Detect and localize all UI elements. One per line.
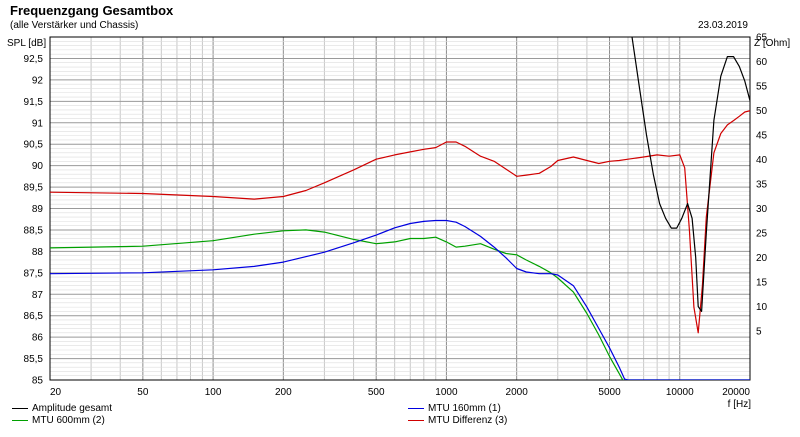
y-tick-label-right: 25 — [756, 229, 768, 240]
x-tick-label: 1000 — [435, 387, 458, 398]
x-tick-label: 5000 — [598, 387, 621, 398]
y-tick-label-left: 85 — [32, 376, 44, 387]
legend-swatch-mtu-600mm — [12, 420, 28, 421]
series-line-mtu-600mm-2 — [50, 229, 750, 380]
y-tick-label-right: 45 — [756, 131, 768, 142]
x-tick-label: 50 — [137, 387, 149, 398]
legend-swatch-mtu-160mm — [408, 408, 424, 409]
y-tick-label-left: 86,5 — [24, 311, 44, 322]
y-tick-label-left: 88,5 — [24, 225, 44, 236]
chart-subtitle: (alle Verstärker und Chassis) — [10, 20, 139, 31]
y-tick-label-right: 40 — [756, 155, 768, 166]
y-tick-label-right: 50 — [756, 106, 768, 117]
legend-label-mtu-160mm: MTU 160mm (1) — [428, 403, 501, 414]
legend-item-amplitude-gesamt: Amplitude gesamt — [12, 403, 112, 414]
x-tick-label: 100 — [205, 387, 222, 398]
legend-label-amplitude-gesamt: Amplitude gesamt — [32, 403, 113, 414]
series-line-mtu-160mm-1 — [50, 219, 750, 380]
y-tick-label-left: 92 — [32, 75, 44, 86]
y-tick-label-right: 20 — [756, 253, 768, 264]
x-tick-label: 500 — [368, 387, 385, 398]
y-tick-label-left: 87 — [32, 290, 44, 301]
y-tick-label-right: 35 — [756, 180, 768, 191]
y-tick-label-left: 89,5 — [24, 183, 44, 194]
x-tick-label: 20 — [50, 387, 62, 398]
series-line-amplitude-gesamt — [631, 37, 750, 312]
x-tick-label: 2000 — [506, 387, 529, 398]
legend-label-mtu-600mm: MTU 600mm (2) — [32, 415, 105, 426]
y-tick-label-left: 91 — [32, 118, 44, 129]
y-tick-label-left: 87,5 — [24, 268, 44, 279]
y-tick-label-right: 30 — [756, 204, 768, 215]
y-tick-label-right: 15 — [756, 278, 768, 289]
y-axis-label-right: Z [Ohm] — [754, 38, 790, 49]
y-tick-label-left: 90,5 — [24, 140, 44, 151]
x-tick-label: 20000 — [722, 387, 750, 398]
x-tick-label: 200 — [275, 387, 292, 398]
y-tick-label-left: 90 — [32, 161, 44, 172]
x-axis-label: f [Hz] — [728, 399, 752, 410]
legend-label-mtu-differenz: MTU Differenz (3) — [428, 415, 508, 426]
y-tick-label-left: 89 — [32, 204, 44, 215]
y-axis-label-left: SPL [dB] — [7, 38, 46, 49]
y-tick-label-right: 5 — [756, 327, 762, 338]
legend-item-mtu-600mm: MTU 600mm (2) — [12, 415, 105, 426]
y-tick-label-right: 55 — [756, 82, 768, 93]
legend-item-mtu-160mm: MTU 160mm (1) — [408, 403, 501, 414]
plot-border — [49, 36, 751, 381]
legend-swatch-amplitude-gesamt — [12, 408, 28, 409]
y-tick-label-right: 60 — [756, 57, 768, 68]
chart-date: 23.03.2019 — [697, 20, 748, 31]
y-tick-label-right: 65 — [756, 33, 768, 44]
legend-item-mtu-differenz: MTU Differenz (3) — [408, 415, 507, 426]
y-tick-label-left: 88 — [32, 247, 44, 258]
chart-title: Frequenzgang Gesamtbox — [10, 3, 174, 18]
y-tick-label-right: 10 — [756, 302, 768, 313]
x-tick-label: 10000 — [666, 387, 694, 398]
y-tick-label-left: 86 — [32, 333, 44, 344]
y-tick-label-left: 92,5 — [24, 54, 44, 65]
series-line-mtu-differenz-3 — [50, 110, 750, 334]
y-tick-label-left: 91,5 — [24, 97, 44, 108]
y-tick-label-left: 85,5 — [24, 354, 44, 365]
legend-swatch-mtu-differenz — [408, 420, 424, 421]
